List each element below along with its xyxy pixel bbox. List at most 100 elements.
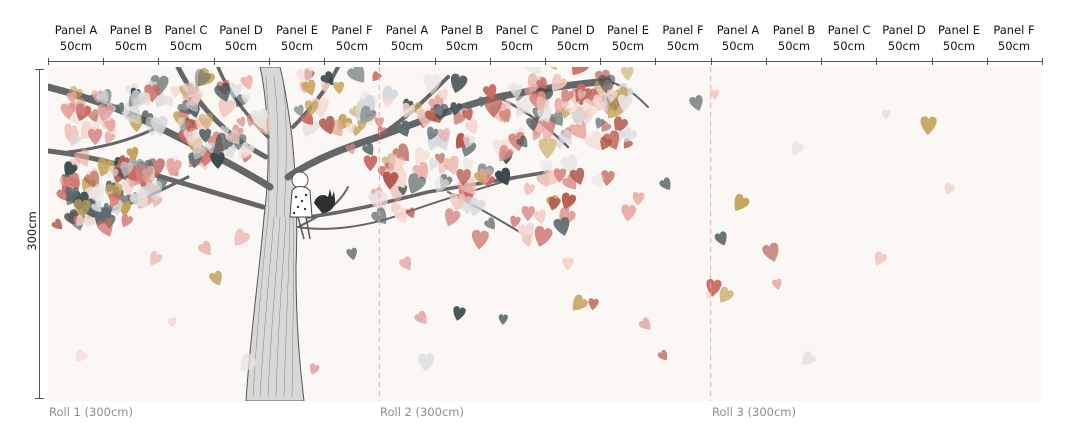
panel-label: Panel F 50cm [324,22,380,54]
panel-name: Panel C [164,23,208,37]
panel-width: 50cm [942,39,976,53]
dimension-tick [269,58,270,65]
leaf-heart [144,84,160,103]
leaf-heart [414,147,430,165]
panel-width: 50cm [59,39,93,53]
leaf-heart [87,128,103,146]
dimension-tick [158,58,159,65]
leaf-heart [209,270,222,286]
leaf-heart [398,185,407,196]
leaf-heart [456,168,471,186]
leaf-heart [223,146,235,159]
leaf-heart [250,108,268,129]
leaf-heart [104,119,116,133]
panel-width: 50cm [556,39,590,53]
dimension-tick [490,58,491,65]
leaf-heart [588,298,599,311]
leaf-heart [499,108,511,123]
leaf-heart [560,154,578,175]
panel-name: Panel B [772,23,816,37]
leaf-heart [534,225,553,247]
dimension-tick [103,58,104,65]
panel-width: 50cm [280,39,314,53]
leaf-heart [144,180,163,202]
panel-width: 50cm [777,39,811,53]
leaf-heart [107,165,119,179]
leaf-heart [548,196,561,211]
leaf-heart [418,353,435,373]
leaf-heart [606,89,618,103]
panel-width: 50cm [721,39,755,53]
panel-label: Panel F 50cm [986,22,1042,54]
leaf-heart [469,197,486,217]
leaf-heart [600,136,612,151]
height-dimension-line [39,69,40,398]
leaf-heart [561,101,572,113]
leaf-heart [437,127,451,143]
leaf-heart [192,143,207,160]
leaf-heart [882,109,891,120]
leaf-heart [621,204,637,222]
leaf-heart [561,88,574,104]
leaf-heart [584,130,603,151]
leaf-heart [240,75,253,90]
leaf-heart [527,73,545,93]
leaf-heart [591,173,604,189]
panel-name: Panel C [827,23,871,37]
leaf-heart [199,128,212,143]
leaf-heart [719,286,734,303]
leaf-heart [553,168,567,183]
panel-width: 50cm [997,39,1031,53]
panel-name: Panel F [662,23,704,37]
leaf-heart [333,81,345,95]
leaf-heart [96,218,113,237]
leaf-heart [129,187,148,208]
leaf-heart [345,143,356,155]
leaf-heart [363,155,378,172]
mural-illustration [48,67,956,401]
leaf-heart [205,141,215,154]
leaf-heart [553,217,570,236]
leaf-heart [484,217,496,230]
leaf-heart [595,117,605,129]
leaf-heart [791,141,805,156]
leaf-heart [70,133,82,147]
leaf-heart [131,90,148,110]
leaf-heart [234,228,251,246]
panel-label: Panel B 50cm [766,22,822,54]
tree-trunk [245,67,305,401]
leaf-heart [97,157,115,177]
leaf-heart [95,90,109,105]
leaf-heart [321,81,331,92]
leaf-heart [772,278,782,290]
leaf-heart [218,98,236,119]
leaf-heart [309,363,320,375]
leaf-heart [521,205,535,222]
leaf-heart [126,146,139,161]
dimension-tick [655,58,656,65]
leaf-heart [347,67,365,83]
height-label: 300cm [25,211,39,251]
leaf-heart [65,186,79,203]
leaf-heart [620,67,634,81]
leaf-heart [399,256,412,271]
leaf-heart [706,279,722,297]
leaf-heart [75,349,88,362]
panel-label: Panel E 50cm [600,22,656,54]
dimension-tick [766,58,767,65]
leaf-heart [657,349,668,361]
leaf-heart [437,88,448,101]
dimension-tick [435,58,436,65]
leaf-heart [360,105,377,124]
dimension-tick [1042,58,1043,65]
leaf-heart [91,200,102,213]
leaf-heart [433,103,449,122]
panel-name: Panel F [993,23,1035,37]
leaf-heart [524,182,536,196]
leaf-heart [562,257,574,271]
leaf-heart [241,93,251,104]
dimension-tick [932,58,933,65]
leaf-heart [482,84,497,100]
leaf-heart [689,95,703,112]
leaf-heart [73,199,91,220]
